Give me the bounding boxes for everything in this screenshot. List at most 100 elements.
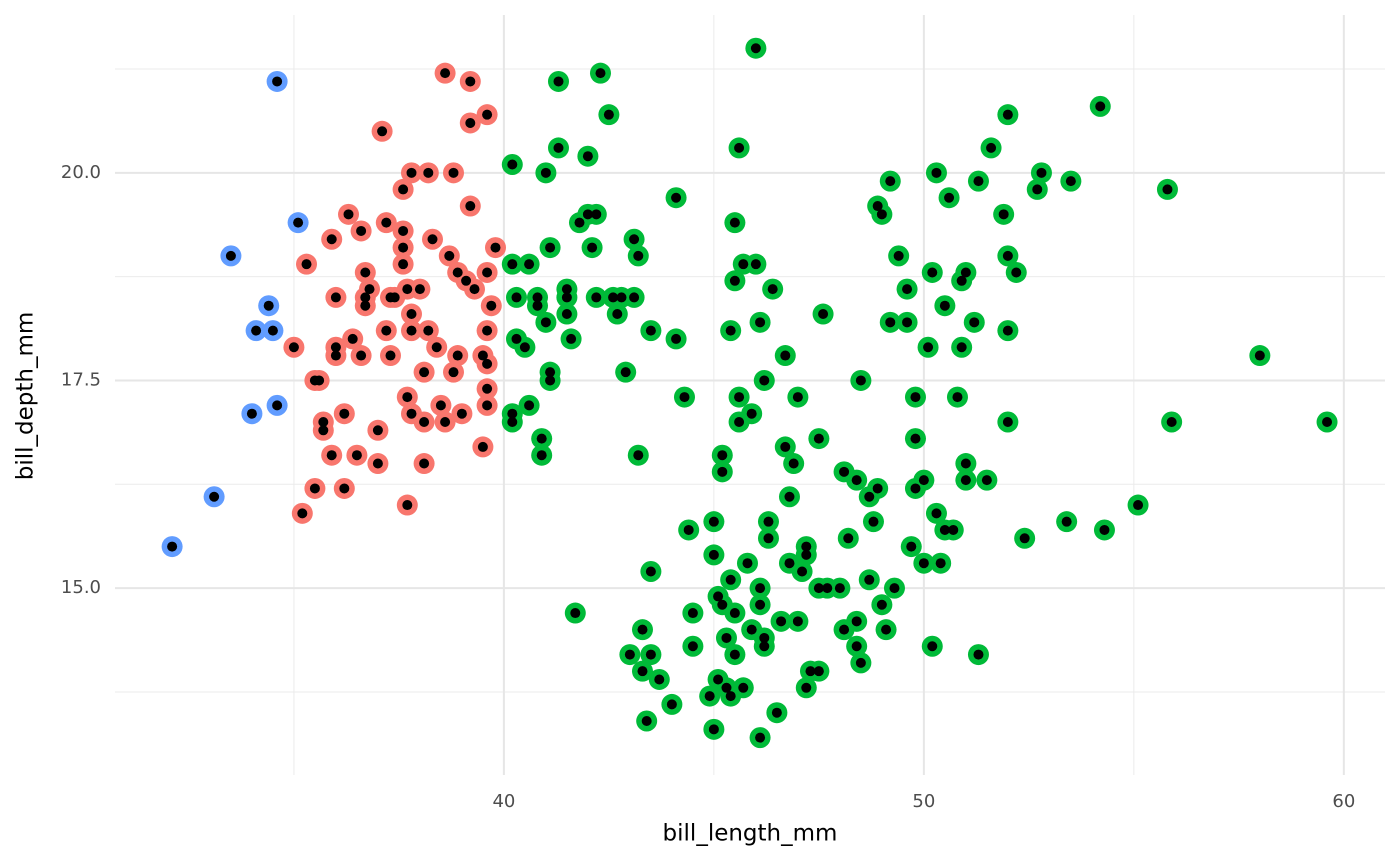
point-center bbox=[683, 524, 694, 535]
point-center bbox=[822, 583, 833, 594]
point-center bbox=[679, 392, 690, 403]
point-center bbox=[633, 450, 644, 461]
point-center bbox=[981, 475, 992, 486]
point-center bbox=[725, 691, 736, 702]
point-center bbox=[813, 433, 824, 444]
point-center bbox=[423, 325, 434, 336]
point-center bbox=[385, 350, 396, 361]
point-center bbox=[620, 367, 631, 378]
point-center bbox=[566, 333, 577, 344]
point-center bbox=[616, 292, 627, 303]
point-center bbox=[301, 259, 312, 270]
point-center bbox=[582, 151, 593, 162]
point-center bbox=[511, 333, 522, 344]
point-center bbox=[318, 416, 329, 427]
point-center bbox=[465, 201, 476, 212]
y-axis-title: bill_depth_mm bbox=[13, 312, 39, 481]
point-center bbox=[406, 408, 417, 419]
point-center bbox=[755, 599, 766, 610]
point-center bbox=[834, 583, 845, 594]
point-center bbox=[423, 167, 434, 178]
point-center bbox=[360, 300, 371, 311]
point-center bbox=[360, 267, 371, 278]
point-center bbox=[708, 724, 719, 735]
point-center bbox=[263, 300, 274, 311]
point-center bbox=[788, 458, 799, 469]
point-center bbox=[414, 284, 425, 295]
point-center bbox=[792, 616, 803, 627]
point-center bbox=[645, 649, 656, 660]
point-center bbox=[885, 317, 896, 328]
point-center bbox=[1002, 250, 1013, 261]
y-tick-label: 20.0 bbox=[61, 162, 101, 183]
point-center bbox=[1162, 184, 1173, 195]
point-center bbox=[629, 292, 640, 303]
point-center bbox=[717, 599, 728, 610]
point-center bbox=[708, 516, 719, 527]
point-center bbox=[477, 350, 488, 361]
point-center bbox=[763, 533, 774, 544]
y-tick-label: 17.5 bbox=[61, 369, 101, 390]
point-center bbox=[893, 250, 904, 261]
x-axis-title: bill_length_mm bbox=[663, 821, 838, 847]
point-center bbox=[969, 317, 980, 328]
point-center bbox=[419, 416, 430, 427]
point-center bbox=[398, 259, 409, 270]
point-center bbox=[561, 309, 572, 320]
point-center bbox=[444, 250, 455, 261]
point-center bbox=[960, 458, 971, 469]
point-center bbox=[910, 483, 921, 494]
point-center bbox=[381, 325, 392, 336]
point-center bbox=[561, 284, 572, 295]
point-center bbox=[402, 500, 413, 511]
point-center bbox=[759, 375, 770, 386]
point-center bbox=[507, 259, 518, 270]
point-center bbox=[482, 325, 493, 336]
point-center bbox=[582, 209, 593, 220]
point-center bbox=[864, 491, 875, 502]
point-center bbox=[767, 284, 778, 295]
point-center bbox=[351, 450, 362, 461]
point-center bbox=[931, 508, 942, 519]
point-center bbox=[876, 209, 887, 220]
point-center bbox=[910, 392, 921, 403]
point-center bbox=[326, 234, 337, 245]
point-center bbox=[864, 574, 875, 585]
point-center bbox=[935, 558, 946, 569]
point-center bbox=[801, 549, 812, 560]
point-center bbox=[427, 234, 438, 245]
point-center bbox=[637, 666, 648, 677]
point-center bbox=[482, 109, 493, 120]
point-center bbox=[734, 142, 745, 153]
point-center bbox=[251, 325, 262, 336]
point-center bbox=[910, 433, 921, 444]
point-center bbox=[687, 641, 698, 652]
point-center bbox=[654, 674, 665, 685]
point-center bbox=[881, 624, 892, 635]
point-center bbox=[1011, 267, 1022, 278]
point-center bbox=[469, 284, 480, 295]
point-center bbox=[843, 533, 854, 544]
point-center bbox=[717, 466, 728, 477]
point-center bbox=[246, 408, 257, 419]
point-center bbox=[326, 450, 337, 461]
x-tick-label: 50 bbox=[912, 791, 935, 812]
point-center bbox=[372, 458, 383, 469]
point-center bbox=[645, 566, 656, 577]
point-center bbox=[532, 300, 543, 311]
point-center bbox=[759, 641, 770, 652]
point-center bbox=[872, 201, 883, 212]
point-center bbox=[742, 558, 753, 569]
point-center bbox=[431, 342, 442, 353]
point-center bbox=[356, 350, 367, 361]
point-center bbox=[931, 167, 942, 178]
point-center bbox=[591, 292, 602, 303]
point-center bbox=[356, 225, 367, 236]
point-center bbox=[419, 367, 430, 378]
point-center bbox=[532, 292, 543, 303]
point-center bbox=[1002, 109, 1013, 120]
point-center bbox=[167, 541, 178, 552]
point-center bbox=[713, 591, 724, 602]
point-center bbox=[637, 624, 648, 635]
point-center bbox=[595, 68, 606, 79]
